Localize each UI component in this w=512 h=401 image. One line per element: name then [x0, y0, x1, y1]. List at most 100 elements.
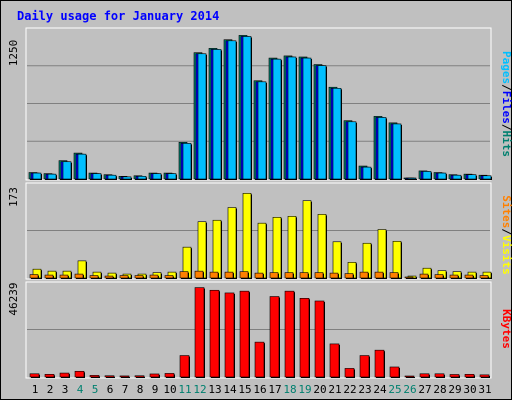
kbytes-bar-fill: [164, 373, 175, 378]
sites-bar: [284, 272, 294, 279]
pages-bar-fill: [392, 123, 402, 180]
x-tick-label: 28: [433, 383, 446, 396]
pages-bar: [362, 166, 372, 180]
kbytes-bar-fill: [344, 368, 355, 378]
kbytes-bar-fill: [104, 375, 115, 378]
pages-bar: [392, 123, 402, 180]
sites-bar: [254, 272, 264, 279]
x-tick-label: 7: [122, 383, 129, 396]
sites-bar: [59, 274, 69, 279]
sites-bar-fill: [269, 272, 279, 279]
kbytes-bar: [224, 292, 235, 378]
kbytes-bar-fill: [479, 374, 490, 378]
sites-bar-fill: [374, 271, 384, 279]
x-tick-label: 3: [62, 383, 69, 396]
pages-bar-fill: [122, 176, 132, 180]
visits-bar: [257, 222, 267, 279]
sites-bar-fill: [434, 274, 444, 279]
pages-bar-fill: [467, 174, 477, 180]
x-tick-label: 14: [223, 383, 237, 396]
pages-bar-fill: [347, 121, 357, 180]
sites-bar: [104, 275, 114, 279]
pages-bar-fill: [272, 58, 282, 180]
kbytes-bar-fill: [389, 366, 400, 378]
x-tick-label: 12: [193, 383, 206, 396]
sites-bar: [359, 271, 369, 279]
x-tick-label: 18: [283, 383, 296, 396]
kbytes-bar-fill: [149, 373, 160, 378]
pages-bar-fill: [422, 171, 432, 180]
kbytes-bar-fill: [284, 290, 295, 378]
kbytes-bar: [74, 370, 85, 378]
pages-bar: [407, 177, 417, 180]
x-tick-label: 21: [328, 383, 341, 396]
pages-bar-fill: [47, 173, 57, 180]
sites-bar: [344, 273, 354, 279]
kbytes-bar: [359, 355, 370, 378]
kbytes-bar: [194, 287, 205, 378]
kbytes-bar: [344, 368, 355, 378]
pages-bar-fill: [287, 56, 297, 180]
chart-title: Daily usage for January 2014: [17, 9, 219, 23]
pages-bar: [452, 174, 462, 180]
sites-bar-fill: [479, 275, 489, 279]
pages-bar-fill: [482, 175, 492, 180]
sites-bar: [149, 274, 159, 279]
pages-bar: [137, 176, 147, 180]
kbytes-bar: [299, 298, 310, 378]
x-tick-label: 16: [253, 383, 266, 396]
pages-bar: [467, 174, 477, 180]
pages-bar: [332, 88, 342, 180]
pages-bar-fill: [452, 174, 462, 180]
visits-bar-fill: [197, 221, 207, 279]
y-tick-label-kbytes: 46239: [7, 282, 20, 315]
sites-bar: [389, 272, 399, 279]
pages-bar-fill: [182, 143, 192, 180]
pages-bar-fill: [107, 174, 117, 180]
sites-bar-fill: [329, 272, 339, 279]
sites-bar-fill: [464, 274, 474, 279]
kbytes-bar-fill: [254, 341, 265, 378]
visits-bar: [302, 200, 312, 279]
kbytes-bar: [119, 375, 130, 378]
kbytes-bar-fill: [269, 296, 280, 378]
kbytes-bar: [209, 289, 220, 378]
x-tick-label: 15: [238, 383, 251, 396]
visits-bar-fill: [317, 214, 327, 279]
x-tick-label: 27: [418, 383, 431, 396]
sites-bar-fill: [254, 272, 264, 279]
bar-shadow: [106, 376, 115, 378]
bar-shadow: [121, 376, 130, 378]
kbytes-bar-fill: [194, 287, 205, 378]
visits-bar: [272, 217, 282, 279]
sites-bar: [29, 274, 39, 279]
kbytes-bar: [239, 290, 250, 378]
pages-bar-fill: [62, 161, 72, 180]
x-tick-label: 26: [403, 383, 416, 396]
sites-bar: [44, 274, 54, 279]
sites-bar: [434, 274, 444, 279]
sites-bar: [239, 271, 249, 279]
pages-bar: [92, 173, 102, 180]
sites-bar: [479, 275, 489, 279]
sites-bar-fill: [44, 274, 54, 279]
x-tick-label: 23: [358, 383, 371, 396]
pages-bar: [122, 176, 132, 180]
right-legend-part: Pages: [500, 51, 512, 84]
kbytes-bar: [29, 373, 40, 378]
sites-bar: [89, 275, 99, 279]
pages-bar-fill: [197, 53, 207, 180]
x-tick-label: 10: [163, 383, 176, 396]
kbytes-bar-fill: [404, 375, 415, 378]
right-legend: Pages/Files/Hits: [500, 51, 512, 157]
sites-bar-fill: [389, 272, 399, 279]
visits-bar: [317, 214, 327, 279]
kbytes-bar-fill: [44, 374, 55, 378]
x-tick-label: 11: [178, 383, 191, 396]
x-tick-label: 29: [448, 383, 461, 396]
kbytes-bar: [434, 373, 445, 378]
pages-bar-fill: [242, 36, 252, 180]
visits-bar-fill: [272, 217, 282, 279]
pages-bar: [422, 171, 432, 180]
